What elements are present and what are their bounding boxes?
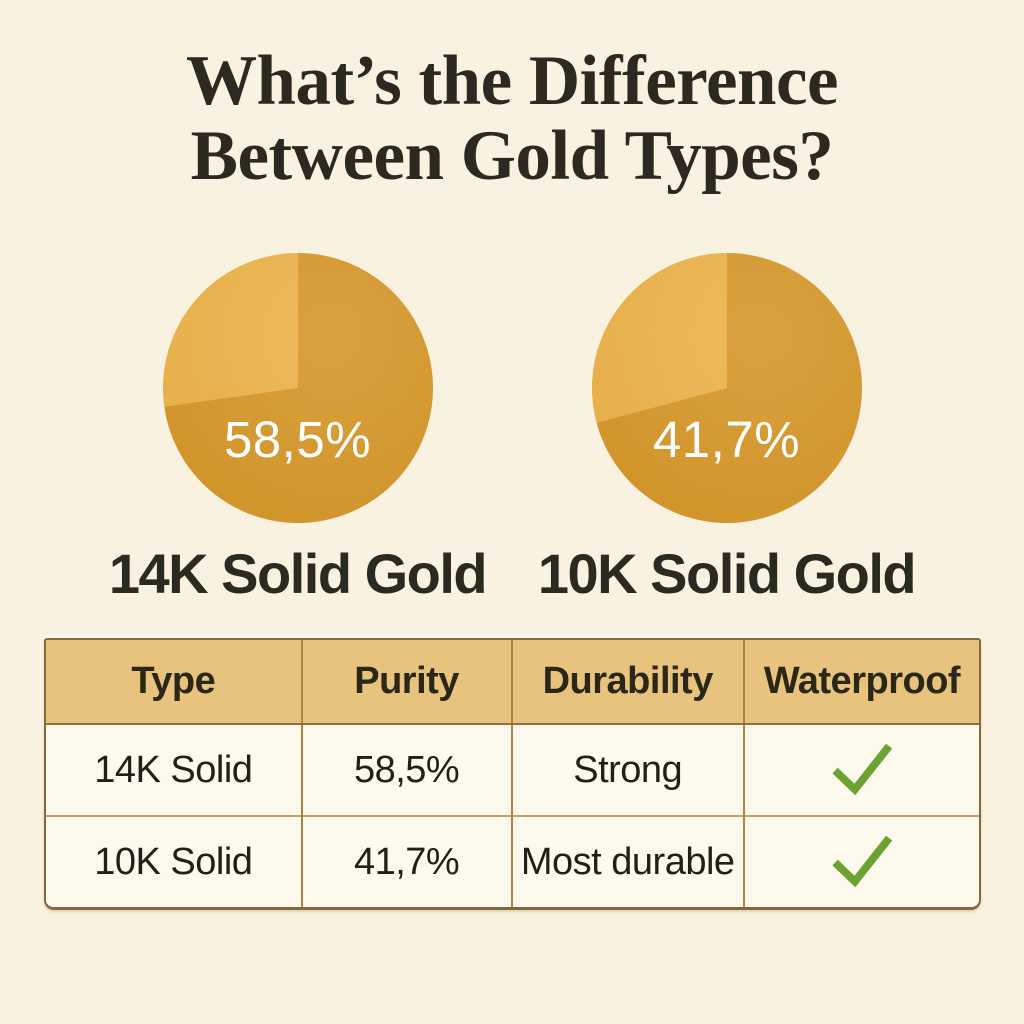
col-header-waterproof: Waterproof <box>742 640 979 726</box>
pie-percent-label-14k: 58,5% <box>223 410 372 468</box>
checkmark-icon <box>829 744 895 796</box>
comparison-table: Type Purity Durability Waterproof 14K So… <box>44 638 981 911</box>
table-row-10k: 10K Solid 41,7% Most durable <box>46 815 979 908</box>
pie-caption-10k: 10K Solid Gold <box>537 541 917 605</box>
table-header-row: Type Purity Durability Waterproof <box>46 640 979 726</box>
col-header-type: Type <box>46 640 302 726</box>
cell-type-14k: 14K Solid <box>46 724 302 817</box>
pie-percent-label-10k: 41,7% <box>652 410 801 468</box>
pie-caption-14k: 14K Solid Gold <box>108 541 488 605</box>
cell-purity-14k: 58,5% <box>300 724 512 817</box>
pie-charts-row: 58,5% 14K Solid Gold 41,7% 10K Solid Gol… <box>0 252 1024 604</box>
page-title: What’s the Difference Between Gold Types… <box>0 0 1024 195</box>
checkmark-icon <box>829 836 895 888</box>
pie-chart-14k: 58,5% <box>162 252 433 523</box>
cell-durability-10k: Most durable <box>510 815 744 908</box>
pie-block-14k: 58,5% 14K Solid Gold <box>109 252 488 604</box>
pie-chart-10k: 41,7% <box>591 252 862 523</box>
title-line-1: What’s the Difference <box>186 42 838 120</box>
pie-block-10k: 41,7% 10K Solid Gold <box>538 252 917 604</box>
title-line-2: Between Gold Types? <box>190 117 834 196</box>
cell-type-10k: 10K Solid <box>46 815 302 908</box>
table-row-14k: 14K Solid 58,5% Strong <box>46 724 979 817</box>
col-header-durability: Durability <box>510 640 744 726</box>
cell-waterproof-14k <box>742 724 979 817</box>
col-header-purity: Purity <box>300 640 512 726</box>
cell-waterproof-10k <box>742 815 979 908</box>
cell-purity-10k: 41,7% <box>300 815 512 908</box>
cell-durability-14k: Strong <box>510 724 744 817</box>
